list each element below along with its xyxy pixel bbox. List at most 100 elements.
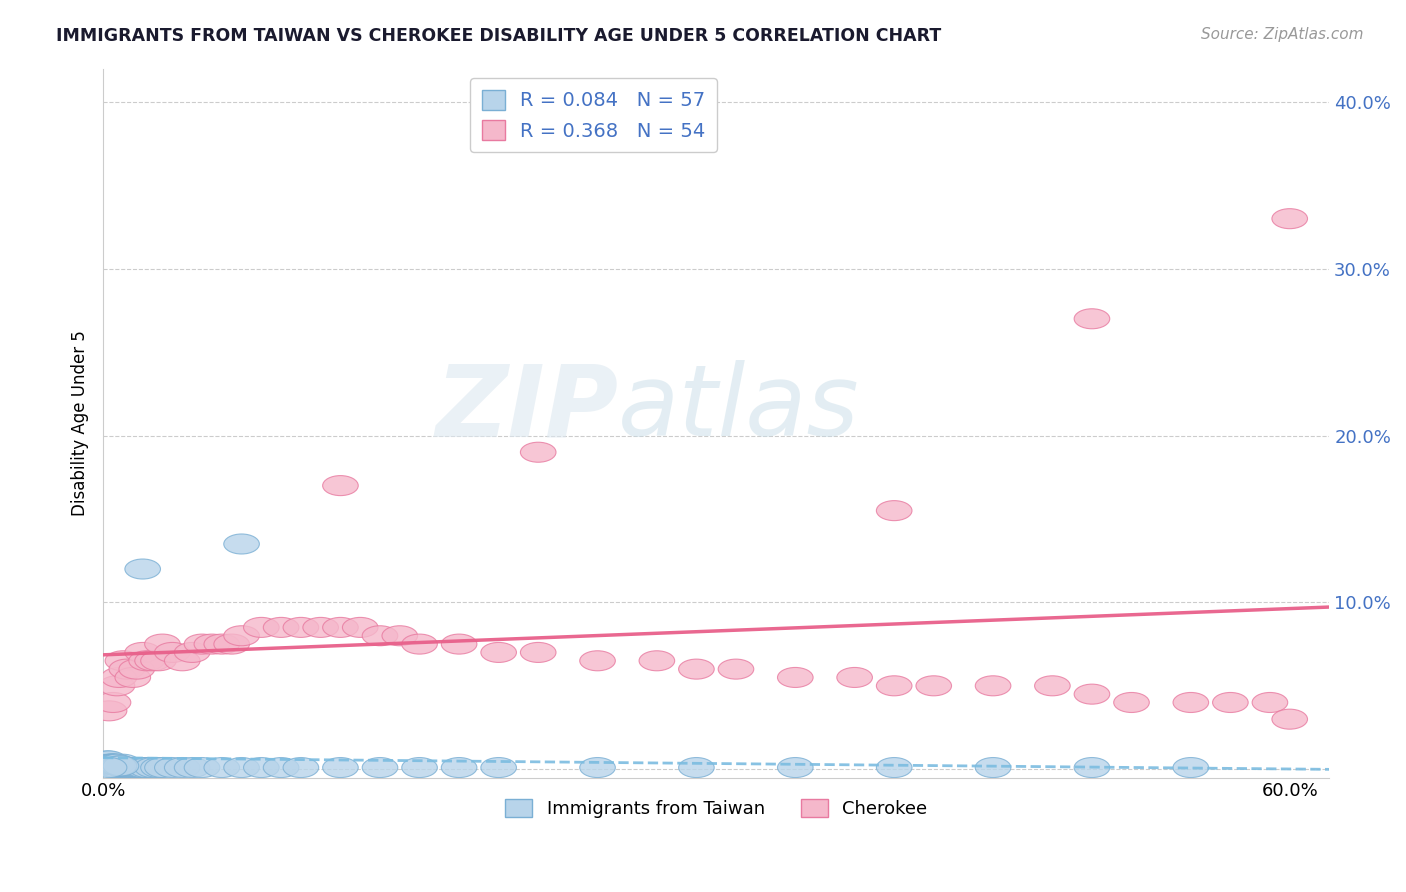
Ellipse shape [214, 634, 249, 654]
Ellipse shape [105, 755, 141, 774]
Ellipse shape [141, 651, 176, 671]
Ellipse shape [184, 757, 219, 778]
Text: IMMIGRANTS FROM TAIWAN VS CHEROKEE DISABILITY AGE UNDER 5 CORRELATION CHART: IMMIGRANTS FROM TAIWAN VS CHEROKEE DISAB… [56, 27, 942, 45]
Ellipse shape [96, 692, 131, 713]
Ellipse shape [129, 651, 165, 671]
Ellipse shape [976, 676, 1011, 696]
Ellipse shape [100, 676, 135, 696]
Ellipse shape [1173, 692, 1209, 713]
Ellipse shape [481, 642, 516, 663]
Ellipse shape [122, 757, 159, 778]
Ellipse shape [165, 757, 200, 778]
Ellipse shape [441, 757, 477, 778]
Ellipse shape [101, 756, 136, 776]
Ellipse shape [441, 634, 477, 654]
Ellipse shape [243, 757, 280, 778]
Ellipse shape [876, 676, 912, 696]
Ellipse shape [1272, 709, 1308, 729]
Ellipse shape [155, 757, 190, 778]
Ellipse shape [96, 755, 131, 774]
Ellipse shape [90, 751, 125, 771]
Ellipse shape [322, 617, 359, 638]
Ellipse shape [1212, 692, 1249, 713]
Ellipse shape [174, 757, 209, 778]
Ellipse shape [107, 757, 142, 778]
Ellipse shape [481, 757, 516, 778]
Text: atlas: atlas [619, 360, 859, 458]
Ellipse shape [145, 757, 180, 778]
Ellipse shape [120, 659, 155, 679]
Ellipse shape [976, 757, 1011, 778]
Ellipse shape [110, 659, 145, 679]
Ellipse shape [129, 757, 165, 778]
Ellipse shape [679, 659, 714, 679]
Ellipse shape [718, 659, 754, 679]
Ellipse shape [174, 642, 209, 663]
Ellipse shape [100, 756, 135, 776]
Ellipse shape [915, 676, 952, 696]
Ellipse shape [115, 757, 150, 778]
Ellipse shape [96, 755, 131, 774]
Ellipse shape [103, 756, 139, 776]
Ellipse shape [302, 617, 339, 638]
Ellipse shape [91, 755, 127, 774]
Ellipse shape [135, 757, 170, 778]
Ellipse shape [155, 642, 190, 663]
Ellipse shape [121, 757, 156, 778]
Ellipse shape [100, 755, 135, 774]
Ellipse shape [204, 634, 239, 654]
Ellipse shape [343, 617, 378, 638]
Ellipse shape [115, 667, 150, 688]
Ellipse shape [402, 757, 437, 778]
Ellipse shape [363, 626, 398, 646]
Ellipse shape [778, 757, 813, 778]
Ellipse shape [184, 634, 219, 654]
Ellipse shape [194, 634, 229, 654]
Ellipse shape [1173, 757, 1209, 778]
Ellipse shape [224, 626, 259, 646]
Ellipse shape [322, 757, 359, 778]
Ellipse shape [125, 757, 160, 778]
Ellipse shape [165, 651, 200, 671]
Ellipse shape [640, 651, 675, 671]
Ellipse shape [105, 757, 141, 778]
Ellipse shape [579, 757, 616, 778]
Ellipse shape [91, 701, 127, 721]
Y-axis label: Disability Age Under 5: Disability Age Under 5 [72, 330, 89, 516]
Text: Source: ZipAtlas.com: Source: ZipAtlas.com [1201, 27, 1364, 42]
Ellipse shape [283, 617, 319, 638]
Ellipse shape [100, 757, 135, 778]
Ellipse shape [1272, 209, 1308, 228]
Ellipse shape [125, 642, 160, 663]
Ellipse shape [120, 757, 155, 778]
Ellipse shape [520, 642, 555, 663]
Ellipse shape [204, 757, 239, 778]
Ellipse shape [97, 755, 132, 774]
Ellipse shape [263, 757, 299, 778]
Ellipse shape [105, 651, 141, 671]
Ellipse shape [1035, 676, 1070, 696]
Ellipse shape [93, 755, 129, 774]
Ellipse shape [263, 617, 299, 638]
Ellipse shape [402, 634, 437, 654]
Ellipse shape [101, 667, 136, 688]
Ellipse shape [117, 757, 153, 778]
Ellipse shape [91, 757, 127, 778]
Ellipse shape [135, 651, 170, 671]
Ellipse shape [579, 651, 616, 671]
Ellipse shape [110, 757, 145, 778]
Ellipse shape [97, 755, 132, 774]
Ellipse shape [876, 757, 912, 778]
Ellipse shape [283, 757, 319, 778]
Ellipse shape [837, 667, 873, 688]
Ellipse shape [93, 755, 129, 774]
Ellipse shape [679, 757, 714, 778]
Ellipse shape [111, 757, 146, 778]
Ellipse shape [224, 534, 259, 554]
Ellipse shape [1114, 692, 1149, 713]
Ellipse shape [103, 756, 139, 776]
Ellipse shape [125, 559, 160, 579]
Ellipse shape [1253, 692, 1288, 713]
Ellipse shape [112, 757, 149, 778]
Ellipse shape [876, 500, 912, 521]
